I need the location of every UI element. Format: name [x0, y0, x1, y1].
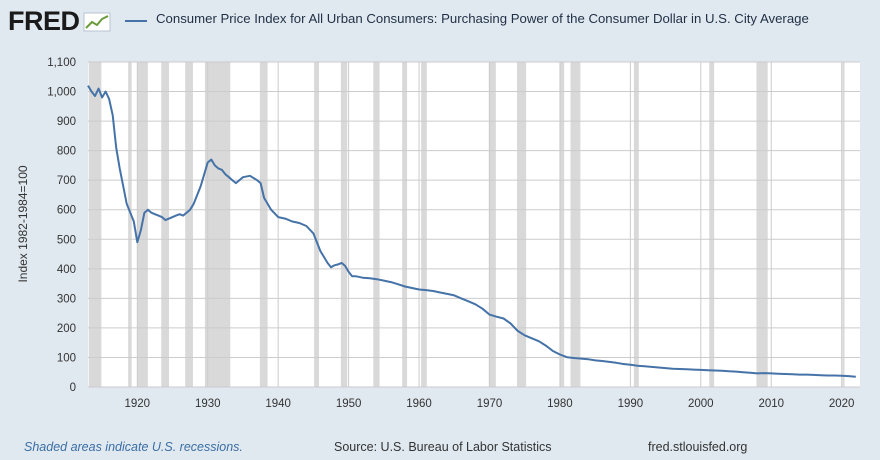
y-tick-label: 900 [57, 116, 76, 128]
recession-band [842, 62, 845, 387]
x-tick-label: 2010 [758, 398, 784, 410]
x-tick-label: 1970 [477, 398, 503, 410]
recession-band [314, 62, 320, 387]
x-tick-label: 1950 [336, 398, 362, 410]
series-layer [87, 85, 856, 378]
recession-band [161, 62, 170, 387]
recession-band [128, 62, 132, 387]
x-tick-label: 1960 [406, 398, 432, 410]
y-tick-label: 1,000 [47, 87, 76, 99]
recession-band [185, 62, 193, 387]
y-tick-label: 300 [57, 293, 76, 305]
x-tick-label: 1990 [618, 398, 644, 410]
fred-logo-text: FRED [8, 6, 80, 36]
recession-band [421, 62, 427, 387]
recession-band [373, 62, 380, 387]
y-tick-label: 1,100 [47, 57, 76, 69]
chart-title: Consumer Price Index for All Urban Consu… [156, 11, 809, 26]
gridlines [88, 61, 860, 388]
y-tick-label: 100 [57, 352, 76, 364]
recession-band [88, 62, 102, 387]
recession-band [204, 62, 231, 387]
y-tick-label: 600 [57, 205, 76, 217]
site-link[interactable]: fred.stlouisfed.org [648, 440, 748, 454]
series-line[interactable] [87, 85, 856, 378]
x-tick-label: 2020 [829, 398, 855, 410]
recession-band [709, 62, 715, 387]
y-tick-label: 700 [57, 175, 76, 187]
recession-band [756, 62, 768, 387]
source-credit: Source: U.S. Bureau of Labor Statistics [334, 440, 552, 454]
legend-swatch [125, 20, 147, 22]
fred-logo[interactable]: FRED [8, 6, 111, 37]
x-tick-label: 1940 [265, 398, 291, 410]
y-tick-label: 800 [57, 146, 76, 158]
y-tick-label: 200 [57, 323, 76, 335]
y-axis-label: Index 1982-1984=100 [16, 165, 30, 282]
x-tick-label: 1920 [125, 398, 151, 410]
x-tick-label: 2000 [688, 398, 714, 410]
recession-band [633, 62, 639, 387]
y-axis-ticks: 0 100 200 300 400 500 600 700 800 900 1,000 1,100 [47, 57, 76, 394]
recession-band [259, 62, 268, 387]
recession-band [402, 62, 408, 387]
recession-band [516, 62, 527, 387]
x-tick-label: 1980 [547, 398, 573, 410]
x-tick-label: 1930 [195, 398, 221, 410]
y-tick-label: 0 [70, 382, 76, 394]
recession-band [488, 62, 496, 387]
y-tick-label: 400 [57, 264, 76, 276]
fred-chart-icon [83, 12, 110, 31]
recession-band [340, 62, 348, 387]
plot-area [88, 62, 860, 387]
recession-band [570, 62, 581, 387]
recession-note[interactable]: Shaded areas indicate U.S. recessions. [24, 440, 243, 454]
recession-band [559, 62, 565, 387]
y-tick-label: 500 [57, 234, 76, 246]
x-axis-ticks: 1920 1930 1940 1950 1960 1970 1980 1990 2000 2010… [125, 398, 855, 410]
chart: 0 100 200 300 400 500 600 700 800 900 1,000 1,100 1… [16, 57, 860, 410]
